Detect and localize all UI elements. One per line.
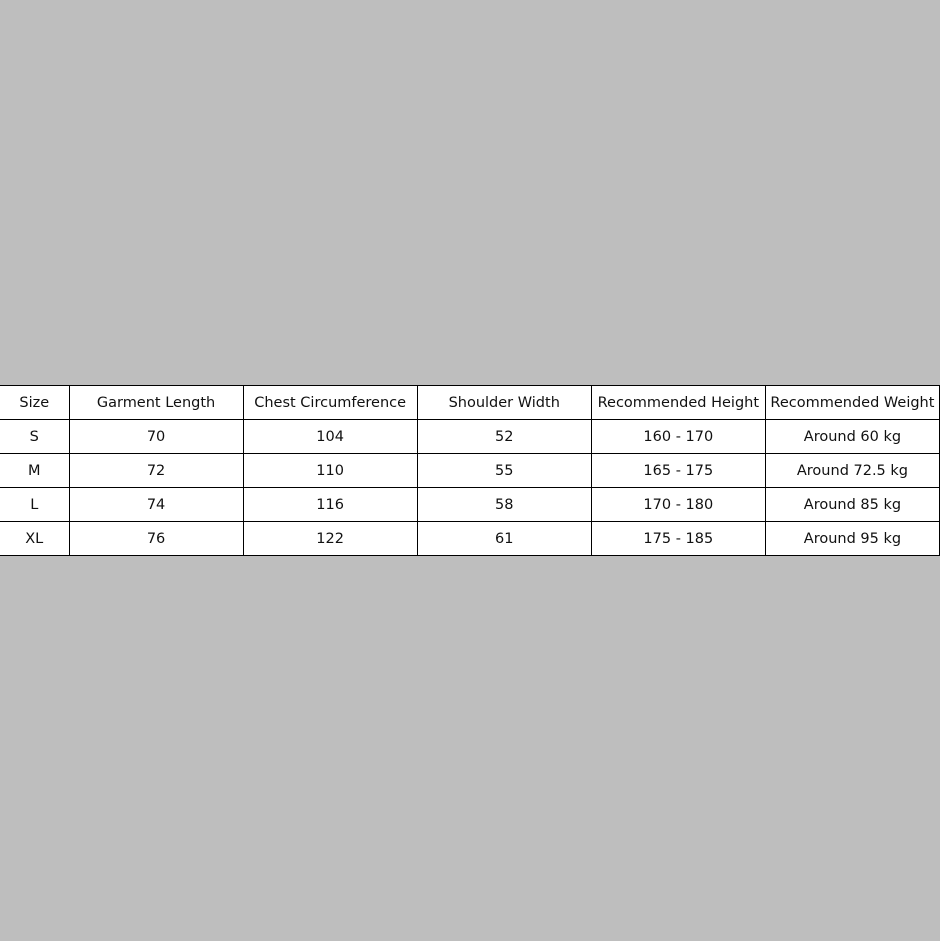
table-cell: 74 (68, 487, 244, 522)
table-cell: 76 (68, 521, 244, 556)
table-cell: 116 (242, 487, 418, 522)
table-cell: Around 60 kg (764, 419, 940, 454)
header-cell: Shoulder Width (416, 385, 592, 420)
header-cell: Size (0, 385, 70, 420)
table-cell: 61 (416, 521, 592, 556)
table-cell: 58 (416, 487, 592, 522)
table-cell: Around 72.5 kg (764, 453, 940, 488)
header-row: Size Garment Length Chest Circumference Sho… (0, 385, 940, 420)
table-cell: M (0, 453, 70, 488)
table-cell: S (0, 419, 70, 454)
table-cell: 165 - 175 (590, 453, 766, 488)
table-row: M 72 110 55 165 - 175 Around 72.5 kg (0, 453, 940, 488)
table-cell: 72 (68, 453, 244, 488)
header-cell: Recommended Height (590, 385, 766, 420)
table-cell: 110 (242, 453, 418, 488)
table-cell: 122 (242, 521, 418, 556)
table-cell: 55 (416, 453, 592, 488)
header-cell: Garment Length (68, 385, 244, 420)
header-cell: Recommended Weight (764, 385, 940, 420)
table-cell: L (0, 487, 70, 522)
table-cell: 170 - 180 (590, 487, 766, 522)
table-cell: 104 (242, 419, 418, 454)
table-cell: XL (0, 521, 70, 556)
table-row: XL 76 122 61 175 - 185 Around 95 kg (0, 521, 940, 556)
header-cell: Chest Circumference (242, 385, 418, 420)
table-cell: Around 85 kg (764, 487, 940, 522)
table-row: S 70 104 52 160 - 170 Around 60 kg (0, 419, 940, 454)
table-cell: 175 - 185 (590, 521, 766, 556)
table-cell: 52 (416, 419, 592, 454)
table-row: L 74 116 58 170 - 180 Around 85 kg (0, 487, 940, 522)
table-cell: Around 95 kg (764, 521, 940, 556)
table-cell: 160 - 170 (590, 419, 766, 454)
size-chart-table: Size Garment Length Chest Circumference Sho… (0, 385, 940, 556)
table-cell: 70 (68, 419, 244, 454)
